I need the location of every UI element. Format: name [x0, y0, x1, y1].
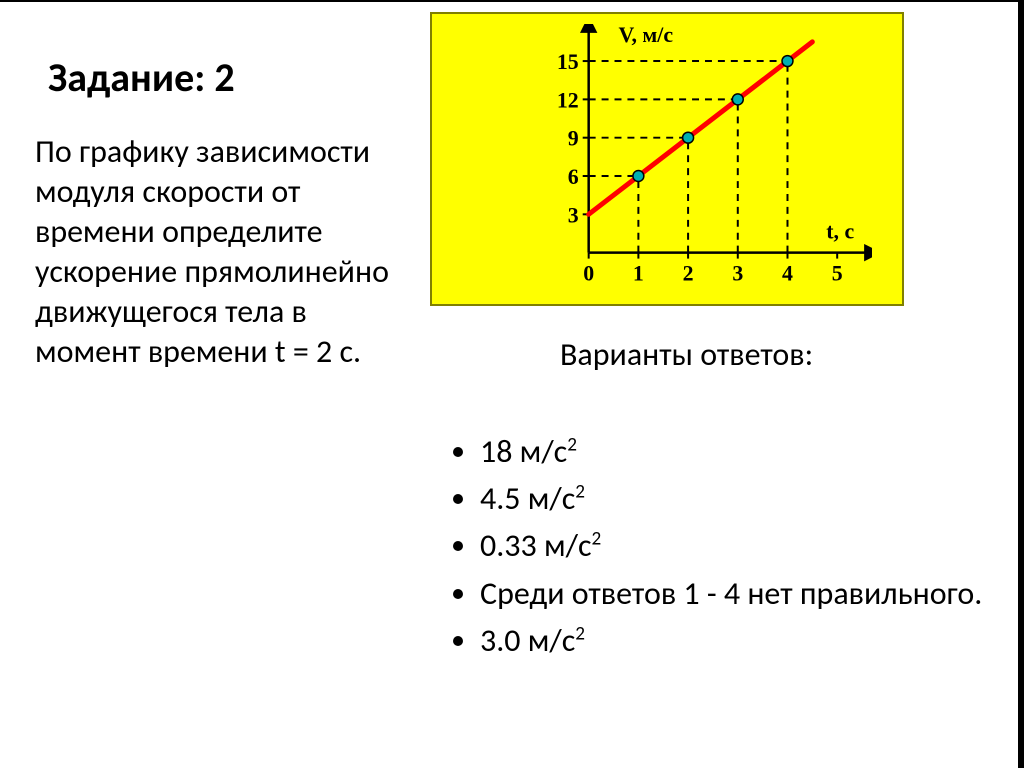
svg-text:V, м/с: V, м/с — [618, 24, 673, 47]
svg-text:0: 0 — [583, 261, 594, 285]
velocity-time-chart: 0123453691215V, м/сt, с — [430, 12, 904, 306]
answer-option: 4.5 м/с2 — [480, 477, 1000, 520]
svg-text:1: 1 — [633, 261, 644, 285]
answer-option: 3.0 м/с2 — [480, 619, 1000, 662]
chart-svg: 0123453691215V, м/сt, с — [534, 24, 872, 292]
svg-text:4: 4 — [782, 261, 793, 285]
svg-text:12: 12 — [557, 88, 579, 112]
svg-text:t, с: t, с — [826, 220, 854, 244]
svg-text:15: 15 — [557, 50, 579, 74]
svg-text:5: 5 — [832, 261, 843, 285]
answers-heading: Варианты ответов: — [560, 335, 813, 374]
answer-option: Среди ответов 1 - 4 нет правильного. — [480, 572, 1000, 615]
question-text: По графику зависимости модуля скорости о… — [35, 132, 395, 372]
svg-text:3: 3 — [732, 261, 743, 285]
answer-option: 0.33 м/с2 — [480, 524, 1000, 567]
svg-text:2: 2 — [683, 261, 694, 285]
svg-text:9: 9 — [568, 127, 579, 151]
answer-option: 18 м/с2 — [480, 430, 1000, 473]
answers-list: 18 м/с24.5 м/с20.33 м/с2 Среди ответов 1 … — [450, 430, 1000, 666]
task-title: Задание: 2 — [48, 53, 235, 102]
svg-text:3: 3 — [568, 203, 579, 227]
svg-text:6: 6 — [568, 165, 579, 189]
